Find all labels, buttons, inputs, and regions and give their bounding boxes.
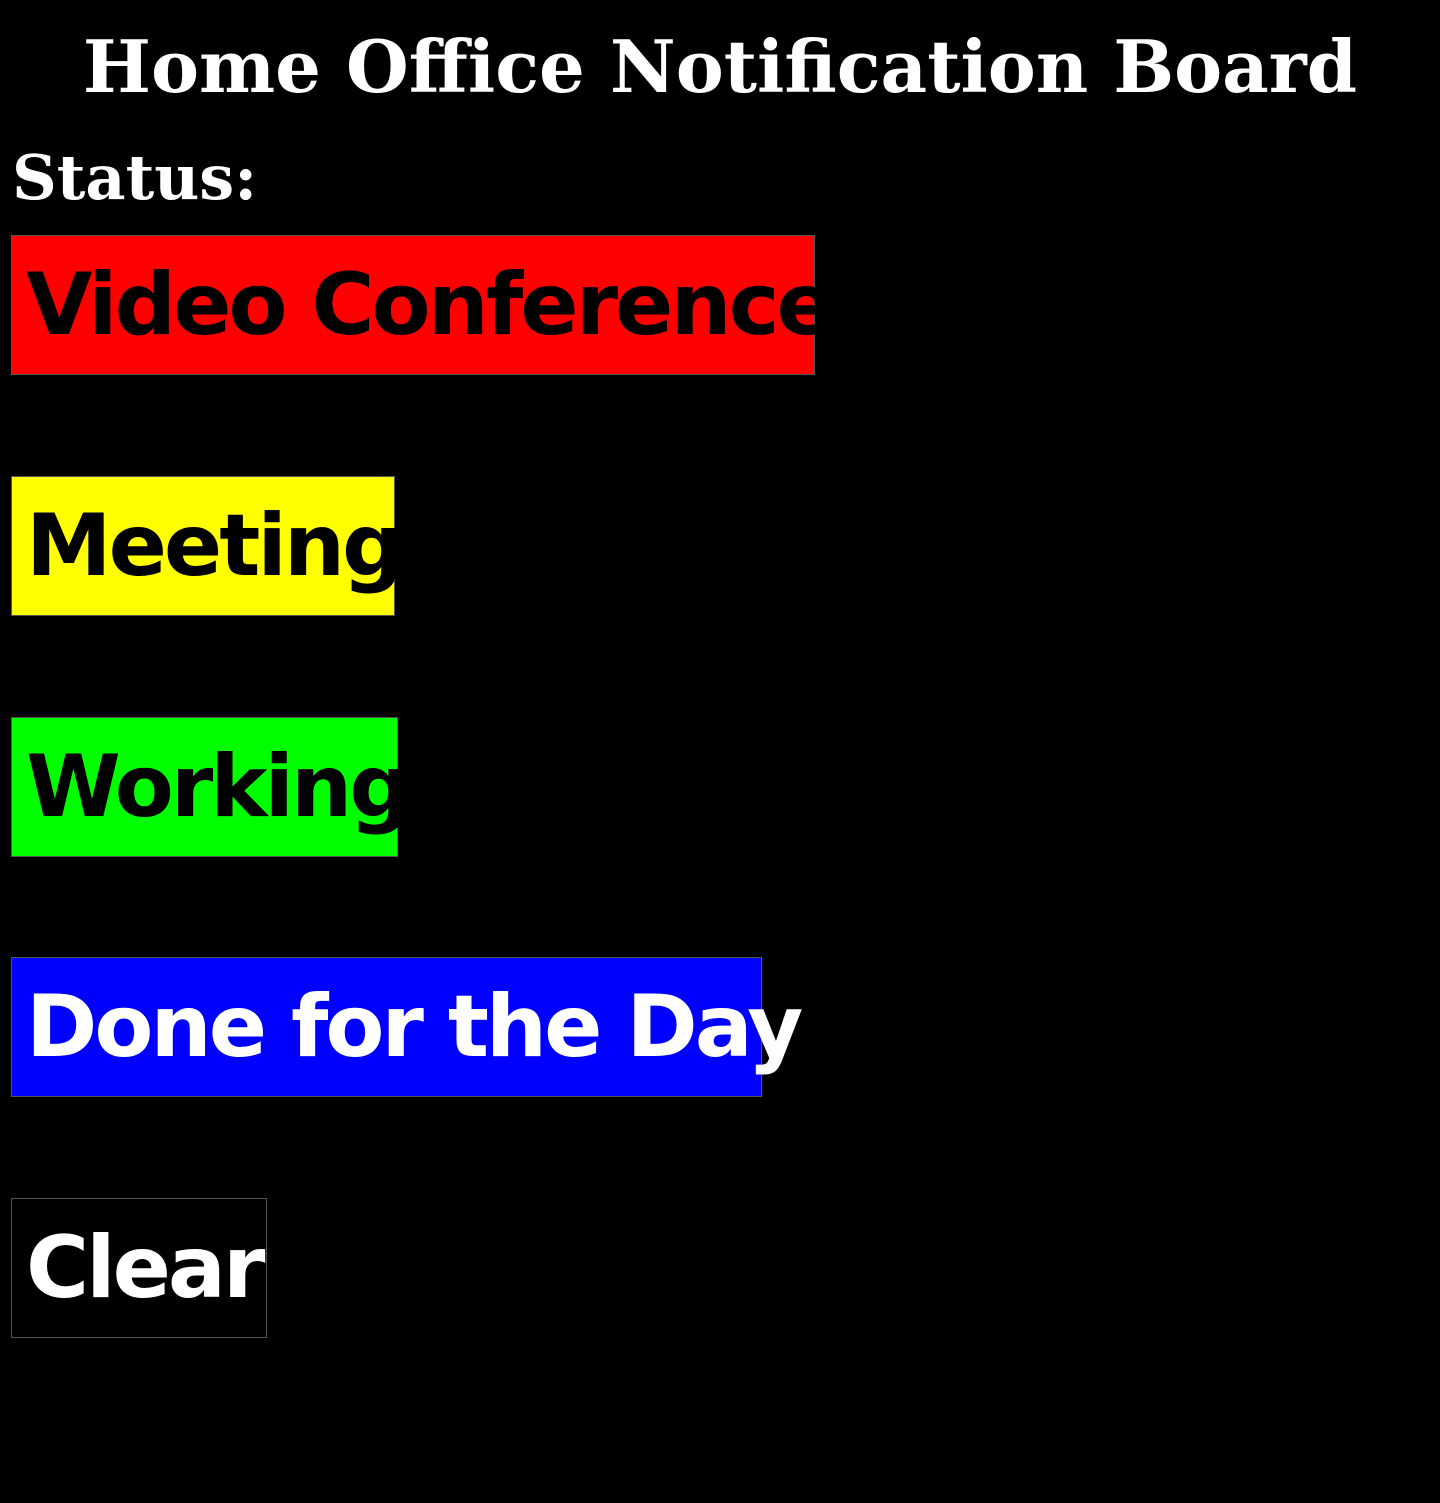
done-for-the-day-button[interactable]: Done for the Day xyxy=(11,957,803,1097)
status-label: Status: xyxy=(12,141,258,214)
meeting-button[interactable]: Meeting xyxy=(11,476,404,616)
clear-button[interactable]: Clear xyxy=(11,1198,267,1338)
video-conference-button[interactable]: Video Conference xyxy=(11,235,835,375)
page-title: Home Office Notification Board xyxy=(82,24,1358,109)
working-button[interactable]: Working xyxy=(11,717,411,857)
